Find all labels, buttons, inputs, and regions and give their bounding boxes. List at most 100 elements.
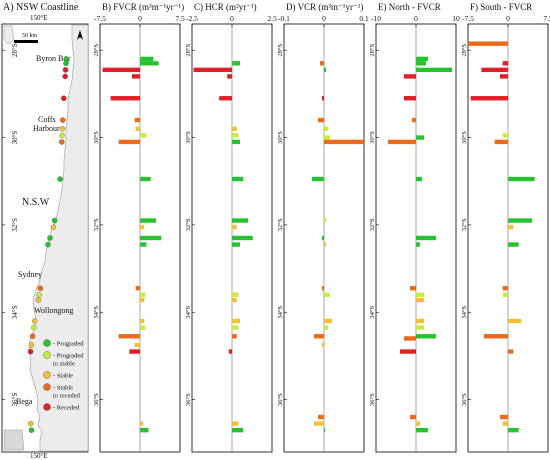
chart-panel: B) FVCR (m³m⁻¹yr⁻¹) -7.5 0 7.5 28°S 30°S 32°S 3… [93,2,185,453]
bar [140,56,154,62]
bar [118,334,140,339]
site-dot [63,60,69,67]
bar [140,325,146,330]
bar [135,286,140,291]
bar [232,334,237,339]
x-tick-label: -7.5 [94,14,106,23]
bar [232,224,237,230]
bar [314,334,324,339]
legend-label: - Receded [53,405,80,412]
bar [508,427,519,433]
bar [508,242,519,247]
bar [140,224,145,230]
bar [404,74,416,79]
bar [416,297,424,303]
bar [322,235,324,241]
bar [110,96,140,101]
bar [232,133,239,138]
y-tick-label: 30°S [461,131,468,144]
chart-panel: E) North - FVCR -10 0 10 28°S 30°S 32°S 34°S 36°… [369,2,460,453]
bar [416,421,420,426]
y-tick-label: 34°S [461,306,468,319]
x-tick-label: 10 [452,14,460,23]
bar [508,176,535,182]
bar [129,349,140,354]
site-dot [28,342,35,348]
bar [412,117,416,123]
bar [232,318,240,324]
y-tick-label: 30°S [185,131,192,144]
site-dot [59,132,65,139]
bar [416,318,424,324]
map-title: A) NSW Coastline [3,2,79,13]
bar [324,292,330,297]
legend-label: - Stable [53,373,73,380]
x-tick-label: 0 [506,14,510,23]
bar [322,342,324,348]
chart-panel: F) South - FVCR -7.5 0 7.5 28°S 30°S 32°S 34°S 3… [461,2,550,453]
bar [404,96,416,101]
site-dot [30,324,37,331]
bar [232,421,239,426]
bar [312,176,324,182]
map-lat-label: 34°S [11,305,19,319]
scale-label: 50 km [22,33,38,39]
bar [416,427,428,433]
bar [320,61,324,66]
place-label: N.S.W [22,197,50,208]
x-tick-label: -0.1 [278,14,290,23]
legend-label: to receded [53,393,81,400]
bar [232,242,240,247]
bar [410,414,416,420]
map-lat-label: 36°S [11,393,19,407]
x-tick-label: 7.5 [175,14,185,23]
map-lat-label: 32°S [11,218,19,232]
panel-title: B) FVCR (m³m⁻¹yr⁻¹) [102,2,184,12]
x-tick-label: 2.5 [267,14,277,23]
bar [502,286,508,291]
y-tick-label: 34°S [93,306,100,319]
place-label: Coffs [38,115,56,124]
map-bottom-lon: 150°E [30,452,48,460]
map-lat-label: 30°S [11,131,19,145]
bar [324,318,332,324]
bar [324,325,328,330]
bar [232,218,248,223]
site-dot [57,176,63,182]
y-tick-label: 32°S [461,218,468,231]
bar [481,67,508,73]
y-tick-label: 30°S [277,131,284,144]
bar [322,96,324,101]
bar [388,139,416,145]
bar [500,414,508,420]
scale-bar [14,40,38,43]
site-dot [45,241,51,248]
bar [140,292,146,297]
bar [416,242,420,247]
bar [318,414,324,420]
bar [134,342,140,348]
map-top-lon: 150°E [30,14,48,22]
bar [140,297,145,303]
bar [314,421,324,426]
bar [324,126,328,132]
bar [400,349,416,354]
bar [502,292,508,297]
bar [232,61,240,66]
bar [502,421,508,426]
y-tick-label: 34°S [277,306,284,319]
bar [140,242,147,247]
y-tick-label: 28°S [185,43,192,56]
site-dot [35,297,42,303]
bar [494,139,508,145]
y-tick-label: 32°S [369,218,376,231]
bar [416,292,424,297]
site-dot [36,292,43,298]
bar [410,286,416,291]
map-panel: A) NSW Coastline 150°E 50 km 28°S 30°S 32°… [1,2,89,460]
y-tick-label: 30°S [369,131,376,144]
bar [324,242,326,247]
bar [134,117,140,123]
